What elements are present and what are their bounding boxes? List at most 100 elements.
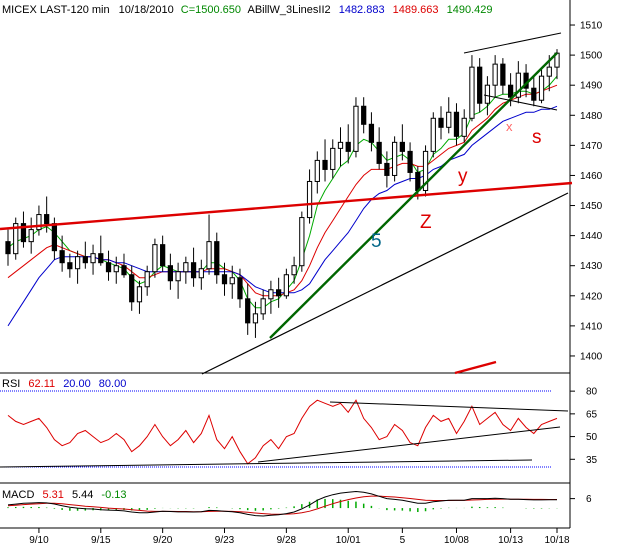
candle-body	[206, 241, 212, 270]
candle-body	[36, 214, 42, 231]
candle-body	[268, 289, 274, 300]
candle-body	[152, 244, 158, 273]
macd-histogram	[7, 498, 558, 513]
candle-body	[74, 256, 81, 270]
price-tick-label: 1410	[580, 321, 603, 332]
candle	[283, 268, 289, 299]
wave-label-x: x	[506, 119, 513, 134]
candle	[198, 259, 204, 290]
candle	[306, 169, 313, 224]
candle-body	[105, 262, 112, 273]
price-axis: 1400 1410 1420 1430 1440 1450 1460 1470 1480 1490…	[570, 21, 603, 362]
channel-top-line	[463, 32, 562, 54]
rsi-tick-label: 80	[586, 387, 598, 398]
candle-body	[276, 289, 282, 297]
candle	[376, 127, 382, 170]
candle-body	[90, 253, 96, 264]
price-tick-label: 1430	[580, 261, 603, 272]
candle-body	[113, 265, 119, 273]
candle	[245, 283, 251, 335]
red-resistance-line	[0, 181, 573, 231]
candle	[237, 268, 243, 308]
macd-panel: 6 MACD 5.31 5.44 -0.13	[2, 489, 592, 517]
candle-body	[415, 171, 421, 191]
candle	[252, 301, 259, 338]
candle	[105, 250, 112, 281]
candle-body	[245, 298, 251, 324]
candle	[98, 235, 104, 266]
candle-body	[391, 141, 398, 176]
candle-body	[291, 265, 297, 276]
candle-body	[422, 150, 429, 191]
candle	[20, 211, 27, 248]
candle	[206, 214, 212, 275]
candle	[477, 58, 483, 113]
rsi-tick-label: 65	[586, 409, 598, 420]
candle-body	[28, 229, 34, 243]
rsi-top-trendline	[329, 401, 569, 412]
candle-body	[384, 162, 390, 176]
candle	[322, 139, 328, 182]
rsi-panel: 35 50 65 80 RSI 62.11 20.00 80.00	[0, 378, 598, 468]
candle	[67, 253, 73, 278]
rsi-tick-label: 50	[586, 432, 598, 443]
candle-body	[183, 262, 189, 273]
candle	[59, 235, 65, 272]
time-tick-label: 10/18	[544, 535, 569, 546]
candle	[144, 265, 150, 296]
candle-body	[51, 223, 58, 252]
candle	[469, 55, 475, 122]
black-support-line	[201, 192, 569, 375]
candle	[399, 124, 405, 161]
candle-body	[531, 87, 537, 101]
macd-hist-value: -0.13	[101, 489, 126, 501]
candle-body	[407, 150, 413, 173]
candle-body	[438, 117, 444, 128]
candle	[430, 112, 436, 158]
candle-body	[500, 63, 506, 86]
rsi-tick-label: 35	[586, 455, 598, 466]
candle-body	[376, 141, 382, 164]
candle-body	[67, 262, 73, 270]
candle	[446, 97, 452, 134]
price-tick-label: 1470	[580, 141, 603, 152]
candle-body	[136, 286, 143, 303]
candle-body	[175, 271, 181, 282]
macd-tick-label: 6	[586, 494, 592, 505]
candle	[136, 280, 143, 314]
candle-body	[237, 277, 243, 300]
candle-body	[198, 268, 204, 279]
candle	[183, 256, 189, 284]
candle-body	[453, 111, 460, 137]
header-close: C=1500.650	[181, 4, 241, 16]
header-line-value-1: 1482.883	[339, 4, 385, 16]
candle-body	[368, 123, 375, 143]
macd-header: MACD 5.31 5.44 -0.13	[2, 489, 127, 501]
trend-annotations	[0, 32, 573, 375]
candle	[538, 67, 545, 104]
candle	[121, 253, 127, 278]
rsi-base-trendline	[0, 459, 533, 468]
candle	[391, 136, 398, 182]
candle-body	[507, 84, 514, 98]
header-indicator: ABillW_3LinesII2	[247, 4, 330, 16]
candle	[531, 76, 537, 107]
candle	[330, 139, 336, 179]
candle-body	[306, 180, 313, 219]
candle-body	[446, 111, 452, 128]
candle-body	[144, 271, 150, 288]
candle-body	[129, 274, 135, 303]
rsi-axis: 35 50 65 80	[570, 387, 598, 466]
price-tick-label: 1490	[580, 81, 603, 92]
candle-body	[221, 274, 228, 285]
candle	[175, 262, 181, 299]
candle-body	[20, 223, 27, 243]
candle-body	[322, 159, 328, 170]
candle	[221, 262, 228, 296]
macd-signal-value: 5.44	[72, 489, 93, 501]
candle-body	[190, 262, 197, 279]
macd-axis: 6	[570, 494, 592, 505]
price-tick-label: 1440	[580, 231, 603, 242]
wave-label-s: s	[532, 127, 542, 148]
candle	[152, 238, 158, 278]
